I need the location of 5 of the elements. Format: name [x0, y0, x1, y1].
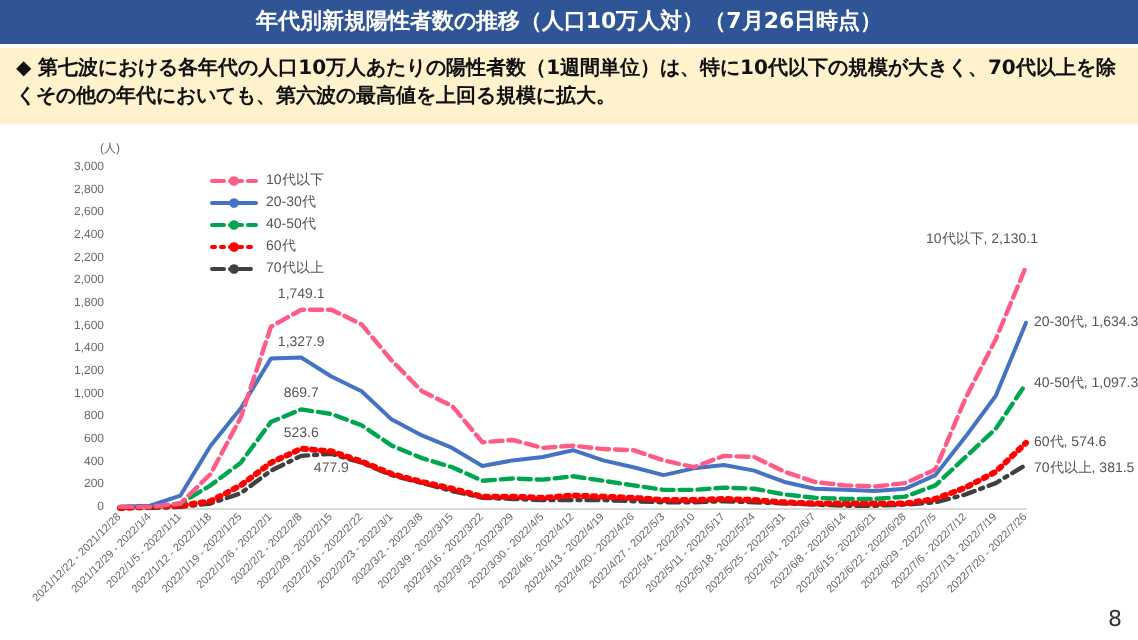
text: 8 [1108, 606, 1122, 632]
chart-title: 年代別新規陽性者数の推移（人口10万人対）（7月26日時点） [0, 0, 1138, 44]
chart-subtitle: ◆ 第七波における各年代の人口10万人あたりの陽性者数（1週間単位）は、特に10代以下の規模が大きく、70代以上を除くその他の年代においても、第六波の最高値を上回る規模に拡大。 [0, 48, 1138, 124]
line-series [117, 439, 1029, 511]
line-series [117, 264, 1029, 510]
